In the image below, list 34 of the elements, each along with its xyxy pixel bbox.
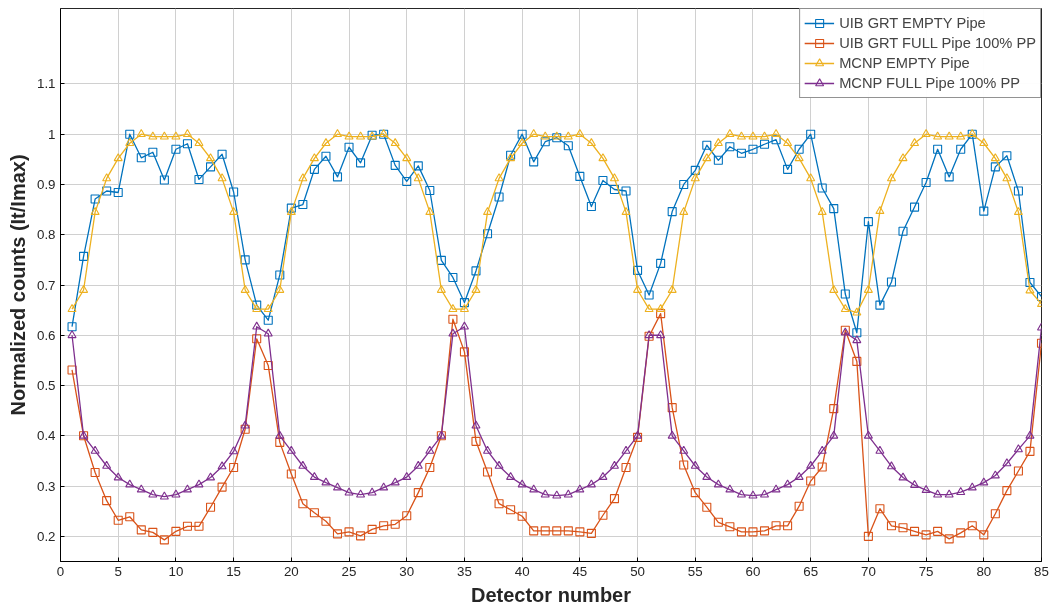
y-tick-label: 0.4	[36, 428, 57, 444]
x-tick-label: 35	[457, 563, 472, 579]
y-tick-label: 0.3	[36, 478, 56, 494]
legend-label: UIB GRT FULL Pipe 100% PP	[839, 35, 1036, 51]
x-tick-label: 50	[630, 563, 645, 579]
y-tick-label: 0.9	[36, 176, 56, 192]
x-tick-label: 70	[860, 563, 876, 579]
x-tick-label: 5	[114, 563, 122, 579]
x-tick-label: 55	[687, 563, 703, 579]
x-tick-label: 80	[976, 563, 992, 579]
x-tick-label: 20	[283, 563, 299, 579]
legend-label: UIB GRT EMPTY Pipe	[839, 15, 986, 31]
legend-label: MCNP EMPTY Pipe	[839, 55, 970, 71]
x-tick-label: 15	[226, 563, 242, 579]
x-axis-title: Detector number	[470, 583, 632, 606]
y-tick-label: 0.6	[36, 327, 56, 343]
y-tick-label: 0.8	[36, 227, 56, 243]
y-tick-label: 0.2	[36, 528, 56, 544]
x-tick-label: 65	[803, 563, 819, 579]
x-tick-label: 25	[341, 563, 357, 579]
x-tick-label: 85	[1034, 563, 1049, 579]
y-tick-label: 1.1	[36, 76, 56, 92]
x-tick-label: 0	[56, 563, 65, 579]
y-tick-label: 0.5	[36, 378, 56, 394]
x-tick-label: 30	[399, 563, 415, 579]
y-axis-title: Normalized counts (It/Imax)	[6, 154, 29, 416]
x-tick-label: 40	[514, 563, 530, 579]
x-tick-label: 45	[572, 563, 588, 579]
x-tick-label: 75	[918, 563, 934, 579]
y-tick-label: 0.7	[36, 277, 56, 293]
y-tick-label: 1	[48, 126, 56, 142]
x-tick-label: 60	[745, 563, 761, 579]
x-tick-label: 10	[168, 563, 184, 579]
legend-label: MCNP FULL Pipe 100% PP	[839, 75, 1020, 91]
